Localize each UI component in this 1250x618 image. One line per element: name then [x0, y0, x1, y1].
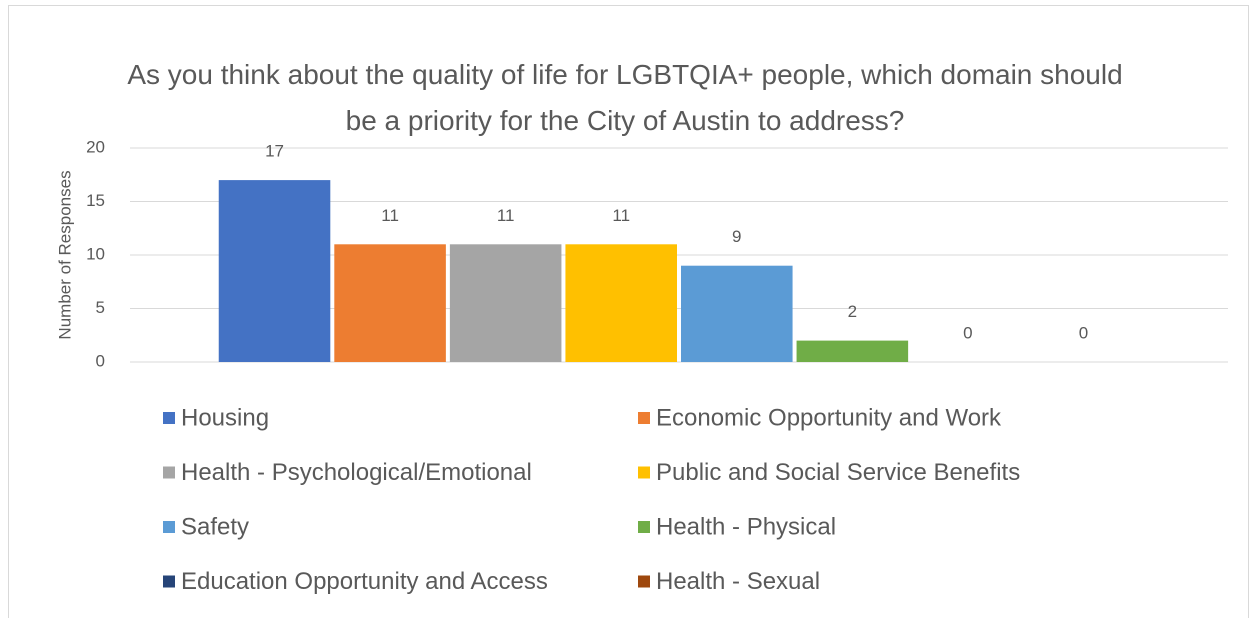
- legend-swatch: [638, 412, 650, 424]
- legend-label: Safety: [181, 513, 249, 540]
- data-label: 0: [963, 323, 972, 342]
- legend-label: Education Opportunity and Access: [181, 568, 548, 595]
- data-label: 11: [497, 206, 515, 225]
- legend-swatch: [163, 466, 175, 479]
- data-label: 0: [1079, 323, 1088, 342]
- legend-swatch: [163, 521, 175, 533]
- y-tick-label: 15: [86, 191, 105, 210]
- legend-swatch: [638, 521, 650, 533]
- bar: [449, 244, 562, 362]
- bar: [796, 340, 909, 362]
- data-label: 9: [732, 227, 741, 246]
- y-tick-label: 0: [96, 351, 105, 370]
- chart-title: As you think about the quality of life f…: [127, 59, 1123, 136]
- data-label: 17: [265, 142, 284, 161]
- legend-swatch: [638, 575, 650, 588]
- data-label: 11: [381, 206, 399, 225]
- legend-swatch: [163, 575, 175, 588]
- bar: [218, 180, 331, 362]
- chart-border: [8, 5, 1249, 618]
- y-tick-label: 20: [86, 137, 105, 156]
- legend-label: Health - Sexual: [656, 568, 820, 595]
- bar: [565, 244, 677, 362]
- legend-label: Housing: [181, 404, 269, 431]
- y-tick-label: 10: [86, 244, 105, 263]
- legend-label: Economic Opportunity and Work: [656, 404, 1002, 431]
- legend-label: Public and Social Service Benefits: [656, 459, 1020, 486]
- y-axis-title: Number of Responses: [55, 170, 74, 339]
- data-label: 11: [612, 206, 630, 225]
- bar: [681, 265, 793, 362]
- y-tick-label: 5: [96, 298, 105, 317]
- legend-label: Health - Physical: [656, 513, 836, 540]
- legend-swatch: [638, 466, 650, 479]
- bar: [334, 244, 446, 362]
- legend-swatch: [163, 412, 175, 424]
- legend-label: Health - Psychological/Emotional: [181, 459, 532, 486]
- data-label: 2: [848, 302, 857, 321]
